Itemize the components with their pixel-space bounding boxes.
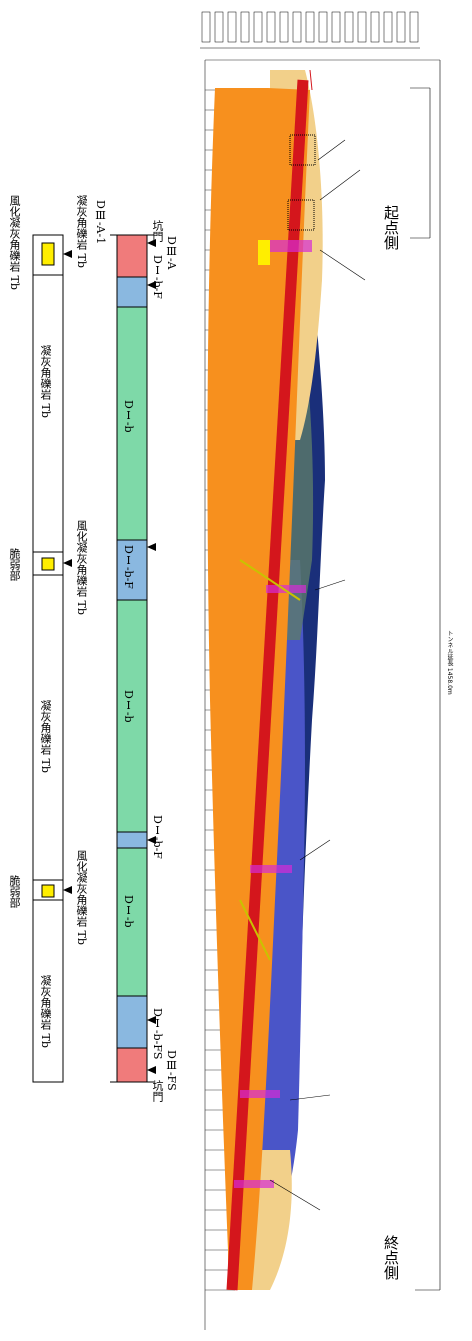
seg-d1bf-1 <box>116 276 148 308</box>
seg-d3a <box>116 234 148 278</box>
tunnel-length-label: トンネル延長 1458.0m <box>446 630 453 695</box>
geology-layers <box>207 69 325 1291</box>
legend-ticks <box>200 11 420 49</box>
geo-weathered1: 風化凝灰角礫岩 Tb <box>75 520 88 615</box>
seg-d3fs <box>116 1047 148 1083</box>
geo-mid-label3: 凝灰角礫岩 Tb <box>39 975 52 1048</box>
seg-label-d1bf-2: DⅠ-b-F <box>122 545 135 589</box>
seg-label-d1bfs: DⅠ-b-FS <box>151 1008 164 1060</box>
seg-label-d1bf-3: DⅠ-b-F <box>151 815 164 859</box>
seg-label-d3fs: DⅢ-FS <box>165 1050 178 1091</box>
portal-label-end: 坑門 <box>151 1080 164 1102</box>
right-annotations <box>269 60 441 1291</box>
seg-d1b-2 <box>116 599 148 833</box>
seg-d1bf-2 <box>116 539 148 601</box>
seg-label-d3a: DⅢ-A <box>165 236 178 270</box>
support-pattern-column <box>116 234 148 1083</box>
tunnel-alignment <box>226 79 309 1291</box>
start-side-label: 起点側 <box>382 205 400 250</box>
geo-weak2: 脆弱部 <box>8 875 21 908</box>
geology-arrows <box>63 250 72 894</box>
support-arrows <box>110 234 156 1083</box>
seg-label-d1b-2: DⅠ-b <box>122 690 135 723</box>
geology-column <box>32 234 64 1083</box>
portal-label-top: 坑門 <box>151 220 164 242</box>
end-side-label: 終点側 <box>382 1235 400 1280</box>
geo-weathered2: 風化凝灰角礫岩 Tb <box>75 850 88 945</box>
geo-top-label2: 凝灰角礫岩 Tb <box>75 195 88 268</box>
boreholes <box>234 134 316 1188</box>
seg-d1bf-3 <box>116 831 148 849</box>
seg-d1bfs <box>116 995 148 1049</box>
seg-label-d1b-3: DⅠ-b <box>122 895 135 928</box>
seg-d1b-3 <box>116 847 148 997</box>
geo-weak1: 脆弱部 <box>8 548 21 581</box>
geo-mid-label2: 凝灰角礫岩 Tb <box>39 700 52 773</box>
station-grid <box>204 59 440 1330</box>
geo-top-label: 風化凝灰角礫岩 Tb <box>8 195 21 290</box>
seg-label-d1bf-1: DⅠ-b-F <box>151 255 164 299</box>
seg-label-d1b-1: DⅠ-b <box>122 400 135 433</box>
geo-mid-label1: 凝灰角礫岩 Tb <box>39 345 52 418</box>
side-label-d3a1: DⅢ-A-1 <box>94 200 107 245</box>
